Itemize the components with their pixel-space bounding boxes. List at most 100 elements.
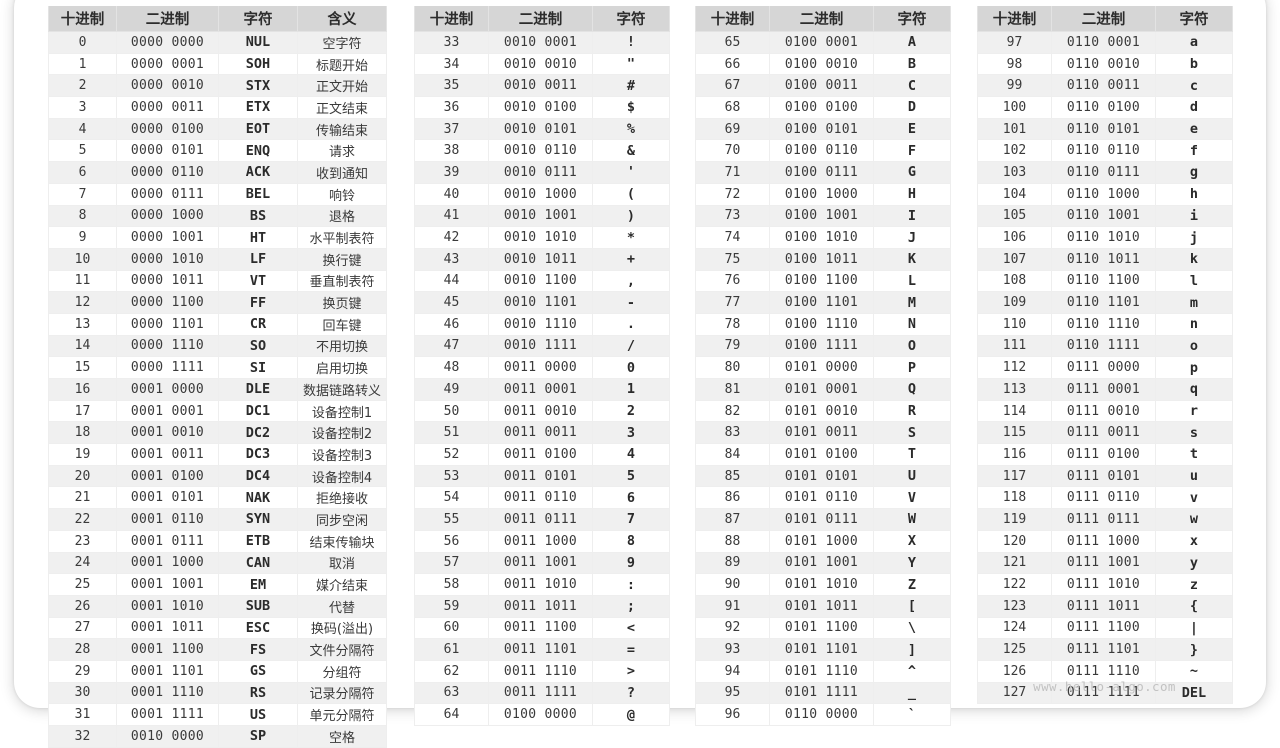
cell-character: P [873, 356, 951, 379]
cell-binary: 0101 0110 [769, 486, 874, 510]
table-row: 119 0111 0111 w [977, 508, 1233, 531]
cell-binary: 0100 1101 [769, 291, 874, 314]
cell-binary: 0101 1011 [769, 594, 874, 618]
cell-meaning: 代替 [297, 594, 387, 618]
cell-character: O [873, 334, 951, 358]
table-row: 98 0110 0010 b [977, 52, 1233, 76]
cell-binary: 0001 0001 [116, 399, 219, 423]
cell-decimal: 0 [48, 31, 117, 54]
table-row: 95 0101 1111 _ [695, 681, 951, 705]
cell-character: NUL [218, 31, 298, 54]
table-row: 0 0000 0000 NUL 空字符 [48, 31, 387, 54]
cell-decimal: 3 [48, 96, 117, 119]
table-row: 14 0000 1110 SO 不用切换 [48, 334, 387, 358]
table-header-row: 十进制 二进制 字符 [977, 6, 1233, 32]
table-row: 10 0000 1010 LF 换行键 [48, 247, 387, 271]
table-row: 110 0110 1110 n [977, 312, 1233, 336]
cell-decimal: 89 [695, 551, 770, 575]
cell-binary: 0100 0101 [769, 117, 874, 141]
cell-character: i [1155, 204, 1233, 228]
cell-decimal: 100 [977, 96, 1052, 119]
cell-character: u [1155, 464, 1233, 488]
cell-decimal: 6 [48, 161, 117, 184]
cell-meaning: 结束传输块 [297, 529, 387, 553]
cell-binary: 0011 0100 [488, 443, 593, 466]
cell-binary: 0111 0010 [1051, 399, 1156, 423]
cell-binary: 0001 0111 [116, 529, 219, 553]
cell-binary: 0001 0100 [116, 464, 219, 488]
cell-meaning: 退格 [297, 204, 387, 228]
cell-binary: 0011 0011 [488, 421, 593, 445]
cell-binary: 0000 0110 [116, 161, 219, 184]
table-row: 47 0010 1111/ [414, 334, 670, 358]
cell-meaning: 换页键 [297, 291, 387, 314]
cell-decimal: 82 [695, 399, 770, 423]
cell-decimal: 107 [977, 247, 1052, 271]
cell-decimal: 67 [695, 74, 770, 98]
cell-binary: 0010 0000 [116, 725, 219, 748]
table-row: 111 0110 1111 o [977, 334, 1233, 358]
cell-binary: 0000 0011 [116, 96, 219, 119]
cell-decimal: 4 [48, 117, 117, 141]
cell-character: H [873, 182, 951, 206]
table-row: 97 0110 0001 a [977, 31, 1233, 54]
table-row: 93 0101 1101] [695, 638, 951, 661]
table-row: 63 0011 1111? [414, 681, 670, 705]
cell-binary: 0011 0101 [488, 464, 593, 488]
cell-binary: 0001 1110 [116, 681, 219, 705]
cell-character: = [592, 638, 670, 661]
cell-decimal: 65 [695, 31, 770, 54]
cell-binary: 0110 0010 [1051, 52, 1156, 76]
table-row: 77 0100 1101 M [695, 291, 951, 314]
cell-binary: 0011 1000 [488, 529, 593, 553]
cell-decimal: 88 [695, 529, 770, 553]
cell-binary: 0110 1000 [1051, 182, 1156, 206]
table-row: 25 0001 1001 EM 媒介结束 [48, 573, 387, 596]
cell-binary: 0101 1101 [769, 638, 874, 661]
cell-character: GS [218, 659, 298, 683]
table-row: 83 0101 0011 S [695, 421, 951, 445]
cell-meaning: 文件分隔符 [297, 638, 387, 661]
column-header-binary: 二进制 [1051, 6, 1156, 32]
cell-binary: 0111 1101 [1051, 638, 1156, 661]
table-row: 84 0101 0100 T [695, 443, 951, 466]
table-row: 122 0111 1010 z [977, 573, 1233, 596]
cell-binary: 0100 0111 [769, 161, 874, 184]
cell-decimal: 64 [414, 703, 489, 726]
cell-character: e [1155, 117, 1233, 141]
cell-meaning: 设备控制3 [297, 443, 387, 466]
cell-binary: 0110 1001 [1051, 204, 1156, 228]
cell-binary: 0111 0011 [1051, 421, 1156, 445]
cell-decimal: 18 [48, 421, 117, 445]
cell-binary: 0010 0101 [488, 117, 593, 141]
cell-decimal: 25 [48, 573, 117, 596]
cell-decimal: 41 [414, 204, 489, 228]
table-row: 81 0101 0001 Q [695, 378, 951, 401]
cell-character: p [1155, 356, 1233, 379]
table-row: 100 0110 0100 d [977, 96, 1233, 119]
cell-character: STX [218, 74, 298, 98]
cell-character: ; [592, 594, 670, 618]
cell-character: ) [592, 204, 670, 228]
cell-decimal: 47 [414, 334, 489, 358]
cell-decimal: 93 [695, 638, 770, 661]
table-row: 68 0100 0100 D [695, 96, 951, 119]
table-row: 108 0110 1100 l [977, 269, 1233, 293]
cell-decimal: 69 [695, 117, 770, 141]
cell-decimal: 62 [414, 659, 489, 683]
cell-binary: 0110 1010 [1051, 226, 1156, 249]
cell-binary: 0111 1111 [1051, 681, 1156, 705]
table-row: 127 0111 1111 DEL [977, 681, 1233, 705]
cell-meaning: 换码(溢出) [297, 616, 387, 640]
column-header-decimal: 十进制 [414, 6, 489, 32]
cell-decimal: 75 [695, 247, 770, 271]
cell-binary: 0010 0011 [488, 74, 593, 98]
cell-character: 1 [592, 378, 670, 401]
cell-character: U [873, 464, 951, 488]
cell-character: N [873, 312, 951, 336]
table-row: 12 0000 1100 FF 换页键 [48, 291, 387, 314]
table-row: 35 0010 0011 # [414, 74, 670, 98]
cell-decimal: 87 [695, 508, 770, 531]
cell-binary: 0111 0101 [1051, 464, 1156, 488]
cell-character: & [592, 139, 670, 163]
